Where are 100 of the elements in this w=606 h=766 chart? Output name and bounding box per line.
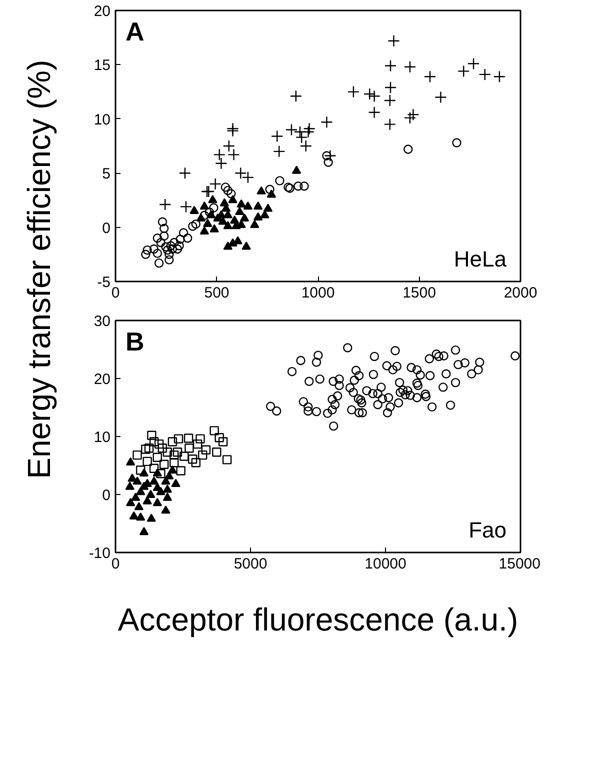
point	[210, 426, 219, 436]
point	[182, 234, 192, 243]
point	[322, 151, 332, 160]
point	[220, 182, 230, 192]
point	[162, 448, 172, 457]
point	[364, 88, 376, 100]
point	[188, 454, 198, 464]
point	[196, 434, 205, 444]
point	[156, 469, 166, 478]
point	[384, 60, 397, 72]
point	[203, 218, 212, 227]
point	[164, 250, 174, 259]
point	[253, 201, 263, 210]
y-tick-label: 20	[94, 3, 111, 20]
point	[142, 496, 152, 504]
y-tick-label: 10	[94, 429, 111, 446]
point	[290, 90, 302, 102]
point	[132, 476, 142, 485]
point	[228, 238, 238, 246]
point	[407, 108, 420, 121]
point	[404, 144, 413, 154]
point	[134, 502, 144, 510]
point	[294, 182, 303, 191]
point	[161, 506, 170, 514]
point	[192, 439, 202, 449]
point	[384, 118, 396, 130]
annotation: Fao	[468, 518, 507, 542]
point	[214, 433, 224, 442]
point	[458, 65, 470, 78]
point	[228, 148, 240, 161]
point	[303, 122, 316, 135]
point	[191, 219, 200, 229]
x-tick-label: 10000	[364, 556, 406, 572]
point	[230, 216, 240, 224]
point	[136, 512, 146, 521]
point	[209, 203, 218, 212]
point	[159, 460, 169, 469]
point	[184, 434, 194, 443]
x-axis-title: Acceptor fluorescence (a.u.)	[118, 602, 518, 638]
point	[285, 124, 298, 136]
x-tick-label: 2000	[504, 284, 538, 302]
point	[201, 445, 211, 454]
point	[172, 448, 182, 457]
point	[200, 201, 209, 210]
point	[191, 458, 201, 468]
annotation: A	[126, 16, 144, 46]
point	[242, 242, 251, 250]
y-tick-label: -10	[88, 545, 111, 562]
point	[184, 444, 194, 453]
x-tick-label: 500	[204, 284, 230, 302]
point	[139, 468, 149, 477]
point	[147, 430, 156, 440]
point	[126, 457, 136, 466]
point	[388, 34, 400, 47]
point	[149, 476, 159, 485]
point	[164, 255, 174, 264]
point	[198, 450, 208, 460]
point	[136, 466, 146, 475]
point	[368, 106, 380, 118]
point	[226, 189, 236, 198]
point	[250, 220, 260, 228]
point	[223, 186, 232, 196]
point	[256, 186, 266, 194]
point	[223, 242, 232, 250]
point	[235, 206, 244, 216]
point	[158, 217, 168, 226]
x-tick-label: 15000	[498, 556, 541, 572]
point	[208, 194, 218, 204]
point	[384, 81, 397, 94]
point	[196, 213, 206, 222]
point	[174, 241, 184, 250]
point	[144, 444, 154, 453]
point	[424, 70, 436, 83]
point	[223, 220, 232, 230]
point	[168, 466, 178, 474]
point	[467, 58, 480, 70]
point	[218, 437, 228, 446]
point	[160, 224, 169, 233]
point	[159, 198, 172, 211]
x-tick-label: 1500	[402, 284, 436, 302]
point	[146, 490, 156, 498]
point	[168, 437, 178, 446]
point	[234, 167, 247, 180]
point	[174, 434, 184, 444]
y-axis-title: Energy transfer efficiency (%)	[21, 60, 57, 479]
point	[493, 70, 506, 83]
point	[152, 248, 162, 258]
point	[162, 245, 172, 255]
point	[242, 171, 254, 184]
point	[180, 200, 192, 213]
point	[170, 450, 179, 460]
point	[347, 86, 360, 98]
point	[236, 199, 246, 208]
point	[240, 213, 250, 222]
point	[152, 452, 162, 462]
point	[404, 60, 416, 73]
point	[154, 258, 164, 268]
point	[452, 138, 462, 148]
point	[243, 201, 253, 210]
point	[253, 212, 263, 220]
